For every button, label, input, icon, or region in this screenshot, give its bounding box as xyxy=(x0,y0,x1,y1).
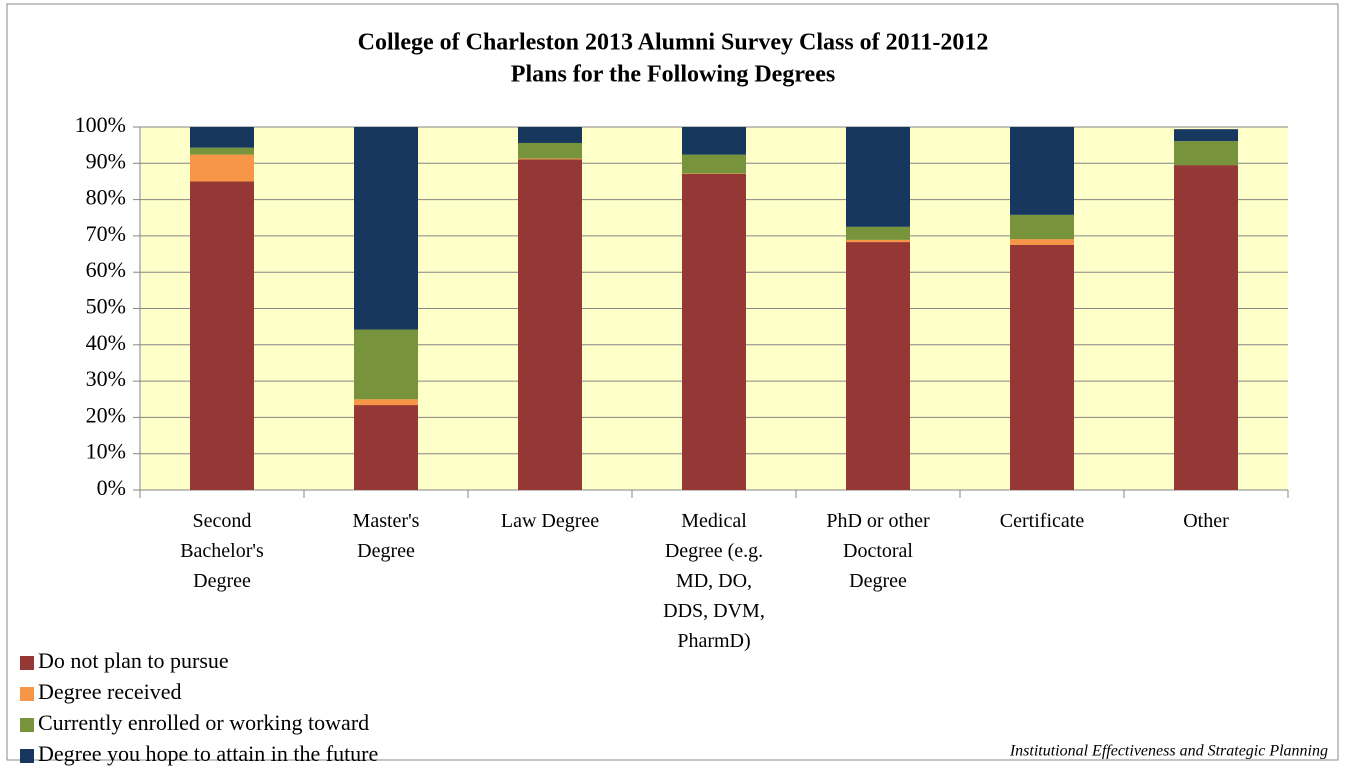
bar-segment xyxy=(1010,239,1074,245)
x-tick-label: Other xyxy=(1183,510,1229,532)
y-tick-label: 90% xyxy=(86,148,126,173)
x-tick-label: Master's Degree xyxy=(353,510,420,562)
bar-segment xyxy=(190,154,254,182)
bar-segment xyxy=(1010,244,1074,490)
bar-segment xyxy=(190,181,254,490)
legend-label: Do not plan to pursue xyxy=(38,648,229,673)
x-tick-label: Certificate xyxy=(1000,510,1085,532)
legend-label: Degree received xyxy=(38,679,182,704)
bar-segment xyxy=(354,399,418,406)
bar-segment xyxy=(518,159,582,490)
bar-segment xyxy=(846,127,910,227)
bar-segment xyxy=(354,127,418,330)
bar-segment xyxy=(518,127,582,143)
bar-segment xyxy=(682,154,746,174)
bar-segment xyxy=(1174,129,1238,142)
x-tick-label: Law Degree xyxy=(501,510,599,532)
legend-label: Degree you hope to attain in the future xyxy=(38,741,378,766)
bar-segment xyxy=(1010,127,1074,215)
bar-segment xyxy=(1010,214,1074,240)
bar-segment xyxy=(190,127,254,148)
y-tick-label: 20% xyxy=(86,402,126,427)
bar-segment xyxy=(518,158,582,160)
legend-swatch xyxy=(20,718,34,732)
x-tick-label: Medical Degree (e.g. MD, DO, DDS, DVM, Pharm… xyxy=(663,510,765,652)
y-tick-label: 0% xyxy=(97,475,126,500)
chart-subtitle: Plans for the Following Degrees xyxy=(511,62,835,88)
y-tick-label: 70% xyxy=(86,221,126,246)
y-tick-label: 80% xyxy=(86,185,126,210)
bar-segment xyxy=(682,173,746,490)
y-tick-label: 10% xyxy=(86,439,126,464)
chart-title: College of Charleston 2013 Alumni Survey… xyxy=(358,30,989,56)
legend-swatch xyxy=(20,749,34,763)
bar-segment xyxy=(1174,165,1238,491)
x-tick-label: PhD or other Doctoral Degree xyxy=(826,510,930,592)
bar-segment xyxy=(190,147,254,155)
bar-segment xyxy=(354,405,418,490)
y-tick-label: 50% xyxy=(86,294,126,319)
y-tick-label: 40% xyxy=(86,330,126,355)
y-tick-label: 60% xyxy=(86,257,126,282)
bar-segment xyxy=(846,226,910,240)
bar-segment xyxy=(1174,141,1238,166)
y-tick-label: 100% xyxy=(75,112,126,137)
legend-label: Currently enrolled or working toward xyxy=(38,710,369,735)
legend-swatch xyxy=(20,656,34,670)
bar-segment xyxy=(354,329,418,400)
bar-segment xyxy=(682,127,746,155)
bar-segment xyxy=(846,242,910,490)
y-tick-label: 30% xyxy=(86,366,126,391)
bar-segment xyxy=(846,239,910,243)
x-tick-label: Second Bachelor's Degree xyxy=(180,510,264,592)
footer: Institutional Effectiveness and Strategi… xyxy=(1009,743,1328,760)
legend-swatch xyxy=(20,687,34,701)
bar-segment xyxy=(518,142,582,159)
